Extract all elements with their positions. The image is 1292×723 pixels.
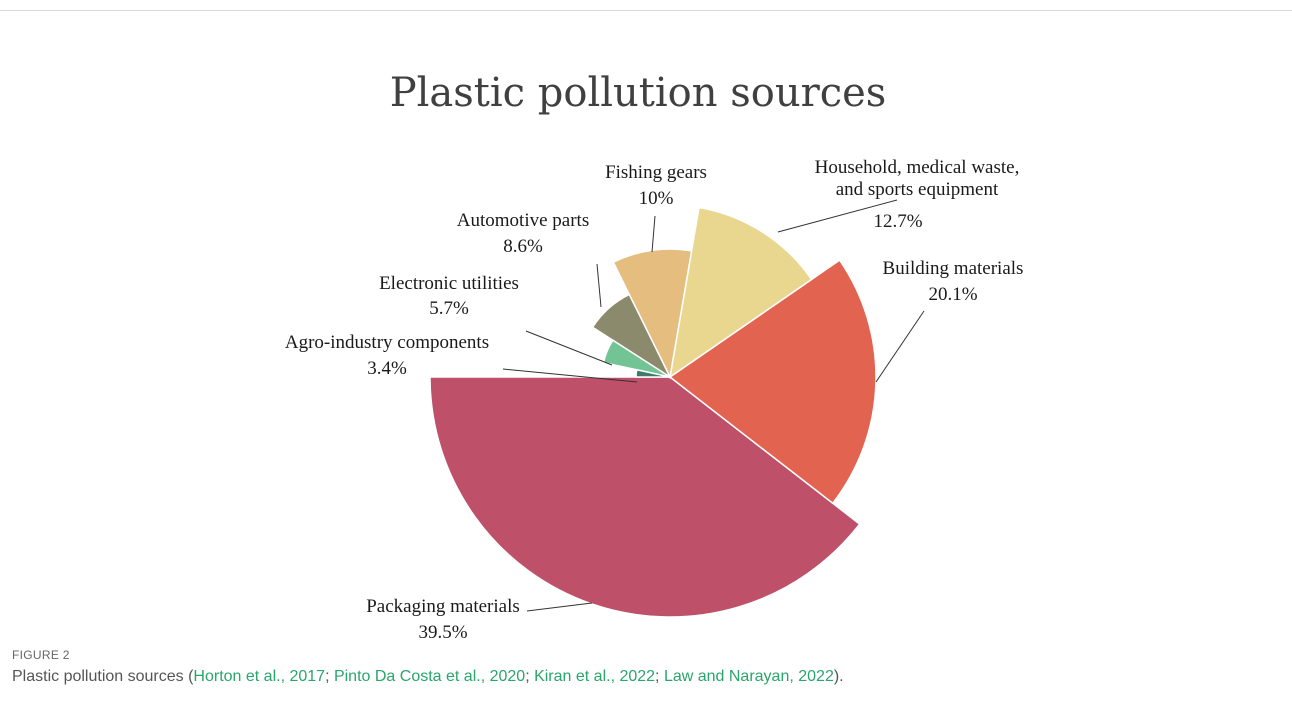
slice-household-waste [668,206,813,379]
caption-separator: ; [655,668,664,685]
figure-frame: Plastic pollution sources Packaging mate… [0,11,1292,645]
reference-link[interactable]: Kiran et al., 2022 [534,668,656,685]
leader-line-automotive-parts [596,263,602,308]
slice-electronic-utilities [602,339,671,378]
caption-separator: ; [525,668,535,685]
slice-label-packaging-materials: Packaging materials [366,596,520,617]
slice-label-electronic-utilities: Electronic utilities [379,273,519,294]
slice-automotive-parts [591,293,672,380]
leader-line-agro-industry [502,368,638,383]
slice-label-household-waste: and sports equipment [836,179,999,200]
slice-fishing-gears [612,248,693,380]
caption-suffix: ). [833,668,844,685]
slice-value-electronic-utilities: 5.7% [429,298,469,319]
reference-link[interactable]: Pinto Da Costa et al., 2020 [333,668,526,685]
slice-label-agro-industry: Agro-industry components [285,332,489,353]
leader-line-household-waste [777,199,898,233]
slice-label-household-waste: Household, medical waste, [815,157,1020,178]
slice-value-agro-industry: 3.4% [367,358,407,379]
leader-line-electronic-utilities [525,330,613,366]
caption-separator: ; [325,668,334,685]
figure-caption: FIGURE 2 Plastic pollution sources (Hort… [12,648,1282,686]
slice-labels: Packaging materials 39.5% Building materia… [285,157,1024,643]
reference-link[interactable]: Law and Narayan, 2022 [663,668,834,685]
chart-title: Plastic pollution sources [390,70,887,116]
slice-value-household-waste: 12.7% [873,211,922,232]
top-divider [0,10,1292,11]
slice-agro-industry [635,368,671,378]
slice-label-fishing-gears: Fishing gears [605,162,707,183]
slice-value-packaging-materials: 39.5% [418,622,467,643]
slice-label-building-materials: Building materials [883,258,1024,279]
leader-line-packaging-materials [526,602,593,612]
slice-building-materials [668,259,877,505]
reference-link[interactable]: Horton et al., 2017 [193,668,326,685]
caption-prefix: Plastic pollution sources ( [12,668,194,685]
pie-chart: Plastic pollution sources Packaging mate… [285,70,1024,643]
leader-line-fishing-gears [651,215,656,253]
slice-label-automotive-parts: Automotive parts [457,210,589,231]
slice-packaging-materials [429,376,861,618]
slice-value-automotive-parts: 8.6% [503,236,543,257]
figure-label: FIGURE 2 [12,648,70,662]
leader-line-building-materials [875,310,925,383]
caption-text: Plastic pollution sources (Horton et al.… [12,668,1282,686]
slice-value-building-materials: 20.1% [928,284,977,305]
slice-value-fishing-gears: 10% [639,188,674,209]
leader-lines [502,199,925,612]
pie-slices [429,206,877,618]
